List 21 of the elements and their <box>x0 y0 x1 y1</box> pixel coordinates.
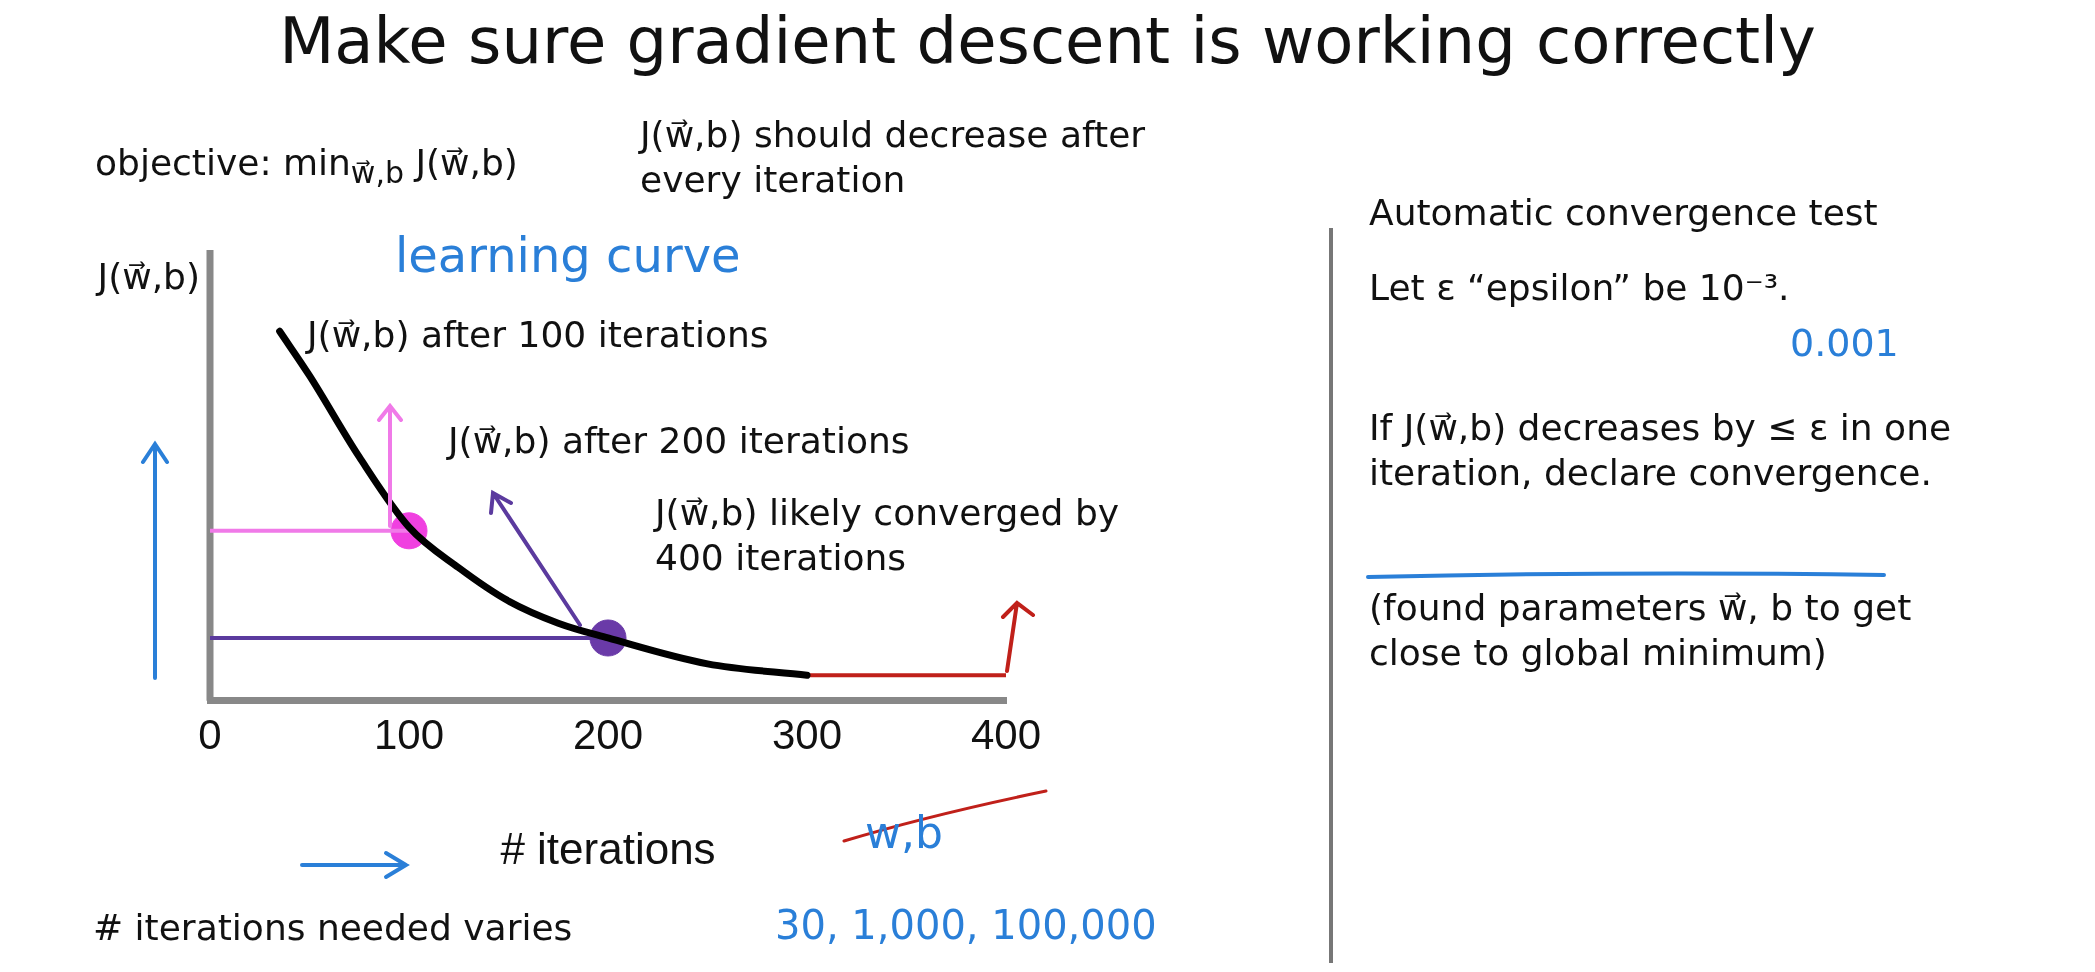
text: # iterations needed varies <box>93 907 573 948</box>
annotation: J(w⃗,b) likely converged by 400 iterations <box>655 491 1121 580</box>
text: 30, 1,000, 100,000 <box>775 901 1158 950</box>
x-tick-label: 200 <box>572 710 644 758</box>
x-axis-title: # iterations <box>500 823 716 873</box>
x-tick-label: 400 <box>970 710 1042 758</box>
x-tick-label: 0 <box>198 710 222 758</box>
y-axis-title: J(w⃗,b) <box>95 256 200 298</box>
text: 0.001 <box>1790 320 1900 367</box>
x-tick-label: 300 <box>771 710 843 758</box>
text: (found parameters w⃗, b to get close to global minimum) <box>1369 586 1913 675</box>
text: objective: min$_{w⃗,b}$ J(w⃗,b) <box>95 142 518 191</box>
annotation: J(w⃗,b) after 200 iterations <box>448 419 911 463</box>
x-tick-label: 100 <box>373 710 445 758</box>
text: Automatic convergence test <box>1369 191 1879 235</box>
text: J(w⃗,b) should decrease after every iteration <box>640 113 1147 202</box>
text: If J(w⃗,b) decreases by ≤ ε in one iteration, declare convergence. <box>1369 406 1953 495</box>
text: Let ε “epsilon” be 10⁻³. <box>1369 266 1791 310</box>
annotation: J(w⃗,b) after 100 iterations <box>307 313 770 357</box>
chart-title: Make sure gradient descent is working correctly <box>278 4 1817 78</box>
text: learning curve <box>395 226 742 285</box>
